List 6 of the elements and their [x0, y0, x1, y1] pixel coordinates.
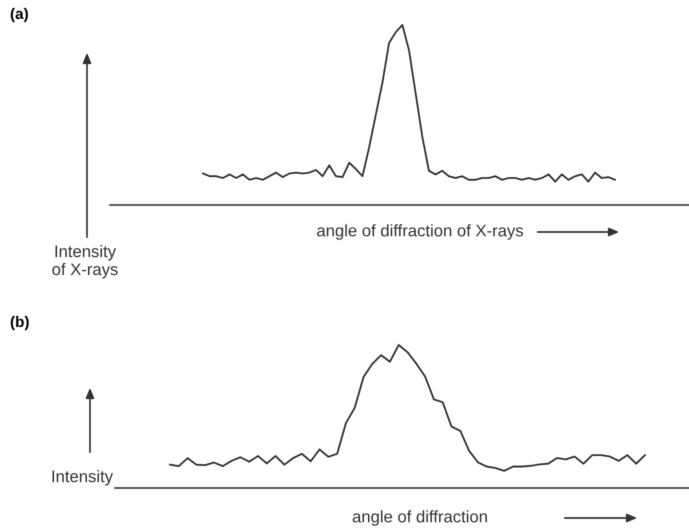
- y-axis-title: Intensity of X-rays: [52, 245, 118, 278]
- text: (b): [10, 316, 29, 330]
- y-axis-title: Intensity: [52, 470, 114, 486]
- text: (a): [10, 8, 28, 22]
- x-axis-title: angle of diffraction: [352, 510, 487, 526]
- x-axis-title: angle of diffraction of X-rays: [317, 224, 524, 240]
